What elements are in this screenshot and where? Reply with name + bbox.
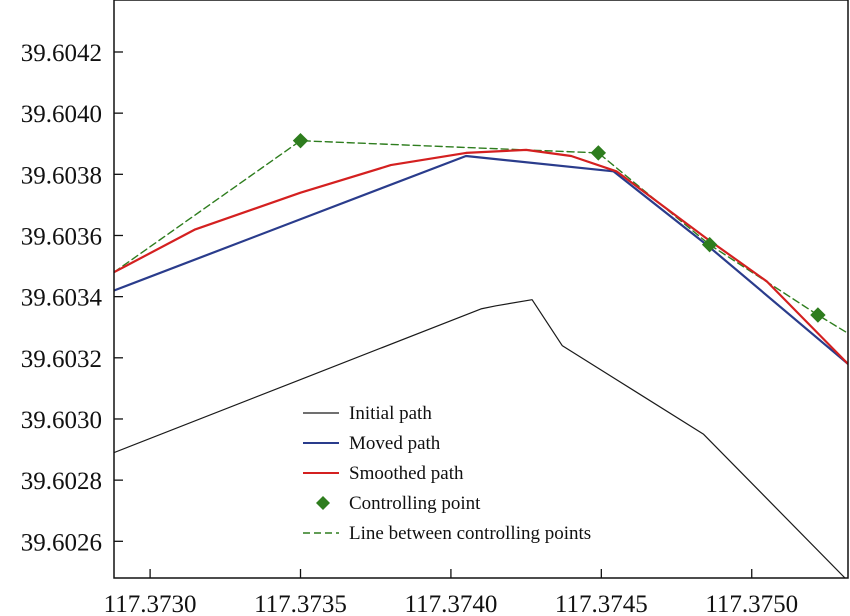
- y-tick-label: 39.6026: [21, 529, 102, 556]
- legend-label: Controlling point: [349, 493, 481, 514]
- legend-item-smoothed-path: Smoothed path: [303, 463, 464, 484]
- plot-frame: [113, 0, 849, 579]
- x-tick-label: 117.3735: [254, 591, 347, 616]
- legend-item-moved-path: Moved path: [303, 433, 441, 454]
- series-layer: [114, 132, 848, 578]
- x-tick-label: 117.3740: [405, 591, 498, 616]
- controlling-point-marker: [590, 145, 607, 161]
- legend-swatch: [316, 496, 330, 510]
- y-tick-label: 39.6040: [21, 101, 102, 128]
- x-tick-label: 117.3745: [555, 591, 648, 616]
- y-tick-label: 39.6030: [21, 407, 102, 434]
- y-tick-label: 39.6028: [21, 468, 102, 495]
- x-tick-label: 117.3750: [705, 591, 798, 616]
- y-tick-label: 39.6032: [21, 346, 102, 373]
- line-between-controlling-points-line: [114, 139, 848, 334]
- smoothed-path-line: [114, 148, 848, 365]
- legend-label: Line between controlling points: [349, 523, 591, 544]
- y-tick-label: 39.6042: [21, 40, 102, 67]
- controlling-point-marker: [810, 307, 826, 323]
- controlling-point-marker: [701, 236, 718, 253]
- legend-item-controlling-point: Controlling point: [316, 493, 481, 514]
- ticks-layer: 117.3730 117.3735 117.3740 117.3745 117.3750…: [21, 40, 798, 616]
- y-tick-label: 39.6038: [21, 162, 102, 189]
- y-tick-label: 39.6034: [21, 285, 103, 312]
- x-tick-label: 117.3730: [104, 591, 197, 616]
- initial-path-line: [114, 299, 846, 578]
- legend-label: Initial path: [349, 403, 432, 424]
- controlling-point-marker: [292, 132, 309, 149]
- legend-label: Smoothed path: [349, 463, 464, 484]
- legend-item-initial-path: Initial path: [303, 403, 432, 424]
- legend-label: Moved path: [349, 433, 441, 454]
- legend-item-line-between-controlling-points: Line between controlling points: [303, 523, 591, 544]
- y-tick-label: 39.6036: [21, 223, 102, 250]
- legend: Initial path Moved path Smoothed path Contr…: [303, 403, 591, 544]
